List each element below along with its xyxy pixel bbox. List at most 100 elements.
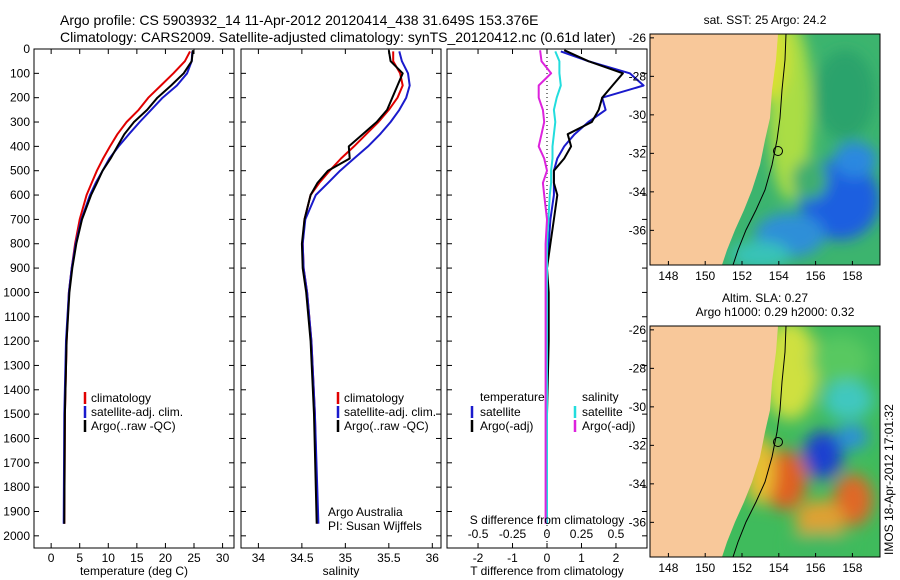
series-line-difference-0 [546,50,645,524]
series-line-salinity-0 [301,51,404,524]
sst-cool-eddy-2 [833,142,877,178]
sla-map-subtitle: Argo h1000: 0.29 h2000: 0.32 [696,305,855,319]
map-y-tick-label: -30 [629,400,647,414]
x-tick-label: 20 [159,551,173,565]
annotation-argo-australia: Argo Australia [328,505,403,519]
salinity-axes: 34 34.5 35 35.5 36 [241,48,441,565]
y-tick-label: 800 [10,237,30,251]
x-tick-label: 30 [216,551,230,565]
map-x-tick-label: 150 [695,561,715,575]
y-tick-label: 100 [10,66,30,80]
sla-map-axes: 148 150 152 154 156 158 -26 -28 -30 -32 -34 -36 [629,323,863,575]
legend-label-satellite: satellite-adj. clim. [91,405,183,419]
sla-shelf-contour [732,326,787,557]
x-tick-label: -2 [473,551,484,565]
x-tick-label: 34 [252,551,266,565]
y-tick-label: 900 [10,261,30,275]
x-tick-label: 0 [48,551,55,565]
temperature-legend: climatology satellite-adj. clim. Argo(..… [83,391,183,433]
sst-map-frame [649,33,881,266]
figure-title-line2: Climatology: CARS2009. Satellite-adjuste… [60,29,616,45]
map-y-tick-label: -28 [629,361,647,375]
series-line-temperature-2 [63,50,194,524]
sst-green-patch [792,160,828,200]
annotation-pi-name: PI: Susan Wijffels [328,519,422,533]
legend-label-t-argo: Argo(-adj) [480,419,533,433]
map-y-tick-label: -32 [629,146,647,160]
x-tick-label: 0 [544,551,551,565]
y-tick-label: 600 [10,188,30,202]
map-x-tick-label: 154 [769,269,789,283]
map-x-tick-label: 152 [732,561,752,575]
sst-shelf-contour [732,34,787,265]
sla-map-field [650,326,880,557]
map-x-tick-label: 158 [842,561,862,575]
y-tick-label: 2000 [3,529,30,543]
sla-map-title: Altim. SLA: 0.27 [722,291,808,305]
sst-land-mass [650,34,778,265]
sst-argo-marker [773,146,783,156]
y-tick-label: 1100 [4,310,30,324]
y-tick-label: 400 [10,139,30,153]
legend-label-s-satellite: satellite [582,405,623,419]
s-tick-label: -0.25 [499,527,527,541]
map-y-tick-label: -28 [629,69,647,83]
x-tick-label: 5 [76,551,83,565]
map-y-tick-label: -26 [629,31,647,45]
map-x-tick-label: 158 [842,269,862,283]
x-tick-label: 35.5 [377,551,401,565]
y-tick-label: 1300 [3,358,30,372]
temperature-plot-frame [33,48,235,549]
sla-land-mass [650,326,778,557]
salinity-legend: climatology satellite-adj. clim. Argo(..… [336,391,436,433]
x-tick-label: 2 [613,551,620,565]
sla-blue-blob-1 [803,431,843,479]
map-x-tick-label: 156 [806,561,826,575]
x-tick-label: 25 [187,551,201,565]
y-tick-label: 1500 [3,407,30,421]
sla-cyan-blob [823,380,873,420]
y-tick-label: 1200 [3,334,30,348]
y-tick-label: 1000 [3,285,30,299]
sst-map-axes: 148 150 152 154 156 158 -26 -28 -30 -32 -34 -36 [629,31,863,283]
y-tick-label: 1600 [3,431,30,445]
map-y-tick-label: -30 [629,108,647,122]
x-tick-label: 10 [102,551,116,565]
sst-cool-south [730,241,790,265]
map-x-tick-label: 152 [732,269,752,283]
sst-cool-offshore-n [815,50,875,140]
y-tick-label: 0 [23,42,30,56]
s-tick-label: 0.25 [570,527,594,541]
temperature-x-axis-label: temperature (deg C) [80,564,188,578]
x-tick-label: 1 [578,551,585,565]
series-line-salinity-1 [301,51,411,524]
x-tick-label: 34.5 [290,551,314,565]
sla-blue-blob-2 [836,425,868,449]
legend-label-s-argo: Argo(-adj) [582,419,635,433]
map-x-tick-label: 150 [695,269,715,283]
x-tick-label: 36 [426,551,440,565]
legend-label-climatology: climatology [91,391,151,405]
figure-title-line1: Argo profile: CS 5903932_14 11-Apr-2012 … [60,12,538,28]
y-tick-label: 200 [10,91,30,105]
legend-label-climatology: climatology [344,391,404,405]
legend-title-salinity: salinity [582,390,619,404]
map-y-tick-label: -36 [629,223,647,237]
map-y-tick-label: -34 [629,477,647,491]
footer-timestamp: IMOS 18-Apr-2012 17:01:32 [882,404,896,555]
y-tick-label: 1400 [3,383,30,397]
y-tick-label: 1700 [3,456,30,470]
map-y-tick-label: -26 [629,323,647,337]
map-y-tick-label: -36 [629,515,647,529]
map-x-tick-label: 148 [658,561,678,575]
legend-label-argo: Argo(..raw -QC) [344,419,429,433]
legend-label-t-satellite: satellite [480,405,521,419]
series-line-temperature-0 [63,50,191,524]
temperature-axes: 0 5 10 15 20 25 300100200300400500600700800900… [3,42,234,565]
x-tick-label: 35 [339,551,353,565]
salinity-plot-frame [240,48,442,549]
sst-map-field [650,34,880,265]
difference-top-x-axis-label: S difference from climatology [470,513,625,527]
series-line-difference-1 [546,49,624,524]
